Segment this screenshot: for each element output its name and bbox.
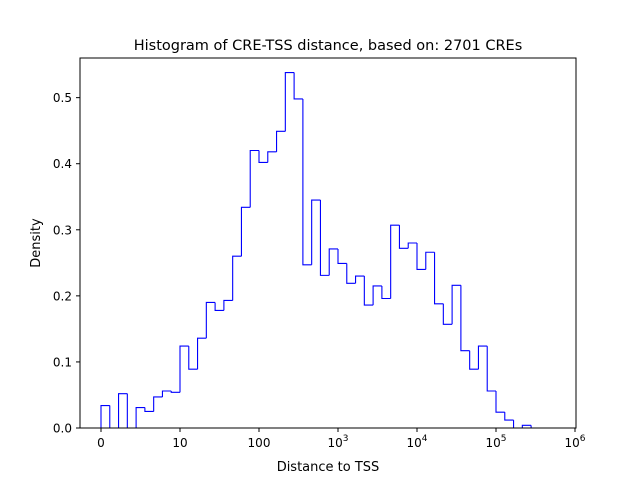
- y-tick-label: 0.5: [53, 91, 72, 105]
- histogram-bin-27: [337, 248, 347, 265]
- histogram-bin-15: [232, 255, 242, 301]
- y-axis-label: Density: [29, 218, 44, 268]
- histogram-bin-12: [205, 301, 216, 339]
- x-tick-exponent: 4: [422, 434, 428, 444]
- histogram-bin-21: [284, 71, 295, 132]
- histogram-bin-41: [460, 285, 470, 352]
- histogram-bin-44: [486, 346, 496, 392]
- histogram-bin-30: [363, 276, 374, 306]
- x-tick-label: 10: [172, 436, 187, 450]
- histogram-bin-31: [372, 285, 382, 306]
- histogram-bin-32: [381, 285, 391, 300]
- histogram-bin-48: [521, 424, 532, 428]
- x-tick-label: 0: [97, 436, 105, 450]
- plot-frame: [79, 57, 577, 429]
- histogram-bin-22: [293, 72, 303, 100]
- y-tick-label: 0.0: [53, 422, 72, 436]
- histogram-bin-43: [477, 345, 488, 370]
- histogram-bin-42: [469, 350, 479, 370]
- histogram-bin-35: [407, 242, 417, 249]
- histogram-bin-24: [311, 199, 321, 265]
- y-axis-ticks: 0.0 0.1 0.2 0.3 0.4 0.5: [53, 91, 80, 436]
- y-tick-label: 0.4: [53, 157, 72, 171]
- histogram-bin-13: [214, 302, 224, 311]
- histogram-bin-16: [240, 206, 251, 257]
- histogram-bin-7: [161, 390, 172, 397]
- histogram-bin-14: [223, 299, 233, 311]
- histogram-bin-19: [267, 151, 277, 163]
- x-axis-label: Distance to TSS: [277, 460, 380, 475]
- histogram-bin-38: [434, 252, 444, 305]
- x-tick-exponent: 6: [580, 434, 586, 444]
- histogram-bin-29: [355, 275, 365, 284]
- histogram-bin-11: [197, 337, 207, 370]
- histogram-bin-0: [100, 404, 110, 428]
- y-tick-label: 0.2: [53, 289, 72, 303]
- chart-title: Histogram of CRE-TSS distance, based on:…: [134, 38, 523, 54]
- histogram-bin-9: [179, 345, 189, 393]
- histogram-bin-25: [319, 200, 330, 276]
- histogram-bin-6: [153, 396, 163, 412]
- x-tick-exponent: 5: [501, 434, 507, 444]
- y-tick-label: 0.1: [53, 355, 72, 369]
- histogram-bars: [100, 71, 540, 429]
- histogram-bin-4: [135, 406, 145, 428]
- histogram-bin-37: [425, 251, 435, 270]
- histogram-bin-40: [451, 284, 461, 325]
- y-tick-label: 0.3: [53, 223, 72, 237]
- histogram-bin-36: [416, 243, 426, 270]
- histogram-bin-8: [170, 391, 180, 393]
- histogram-bin-46: [504, 412, 514, 421]
- x-tick-label: 100: [248, 436, 271, 450]
- histogram-bin-5: [144, 407, 154, 413]
- histogram-bin-26: [328, 248, 338, 276]
- histogram-bin-20: [276, 130, 286, 152]
- histogram-bin-17: [249, 149, 259, 208]
- histogram-bin-28: [346, 263, 356, 284]
- histogram-bin-2: [118, 393, 128, 428]
- histogram-bin-33: [390, 224, 400, 299]
- histogram-bin-39: [442, 303, 453, 325]
- histogram-bin-23: [302, 98, 312, 266]
- x-tick-exponent: 3: [343, 434, 349, 444]
- histogram-bin-10: [188, 346, 198, 370]
- histogram-bin-45: [495, 391, 505, 413]
- histogram-bin-34: [398, 225, 409, 249]
- histogram-bin-18: [258, 150, 268, 163]
